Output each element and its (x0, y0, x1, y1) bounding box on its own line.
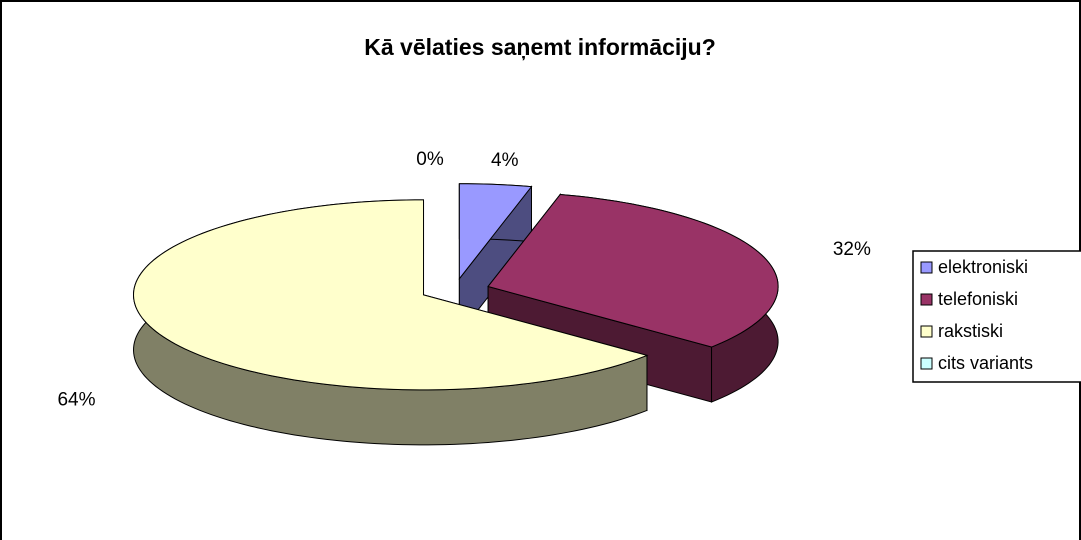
pie: 4% 32% 64% 0% (57, 149, 871, 446)
legend-label: elektroniski (938, 257, 1028, 277)
chart-title: Kā vēlaties saņemt informāciju? (364, 34, 716, 60)
legend-label: cits variants (938, 353, 1033, 373)
legend-swatch (920, 293, 933, 306)
data-label: 32% (833, 239, 871, 260)
legend-label: telefoniski (938, 289, 1018, 309)
data-label: 0% (416, 149, 444, 170)
slice (487, 193, 779, 348)
data-label: 64% (57, 389, 95, 410)
legend-swatch (920, 325, 933, 338)
data-label: 4% (491, 150, 519, 171)
slice (133, 199, 649, 391)
slice (458, 183, 533, 281)
legend-swatch (920, 357, 933, 370)
legend-box (912, 250, 1081, 383)
legend-label: rakstiski (938, 321, 1003, 341)
legend: elektroniski telefoniski rakstiski cits var… (920, 257, 1033, 373)
legend-swatch (920, 261, 933, 274)
